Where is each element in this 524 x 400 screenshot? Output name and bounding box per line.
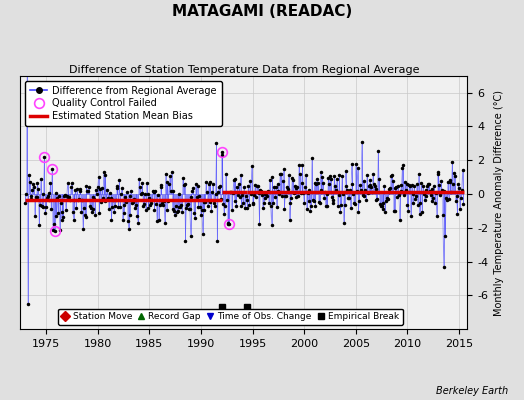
Text: Berkeley Earth: Berkeley Earth xyxy=(436,386,508,396)
Title: Difference of Station Temperature Data from Regional Average: Difference of Station Temperature Data f… xyxy=(69,65,419,75)
Y-axis label: Monthly Temperature Anomaly Difference (°C): Monthly Temperature Anomaly Difference (… xyxy=(494,90,504,316)
Legend: Station Move, Record Gap, Time of Obs. Change, Empirical Break: Station Move, Record Gap, Time of Obs. C… xyxy=(58,308,402,325)
Text: MATAGAMI (READAC): MATAGAMI (READAC) xyxy=(172,4,352,19)
